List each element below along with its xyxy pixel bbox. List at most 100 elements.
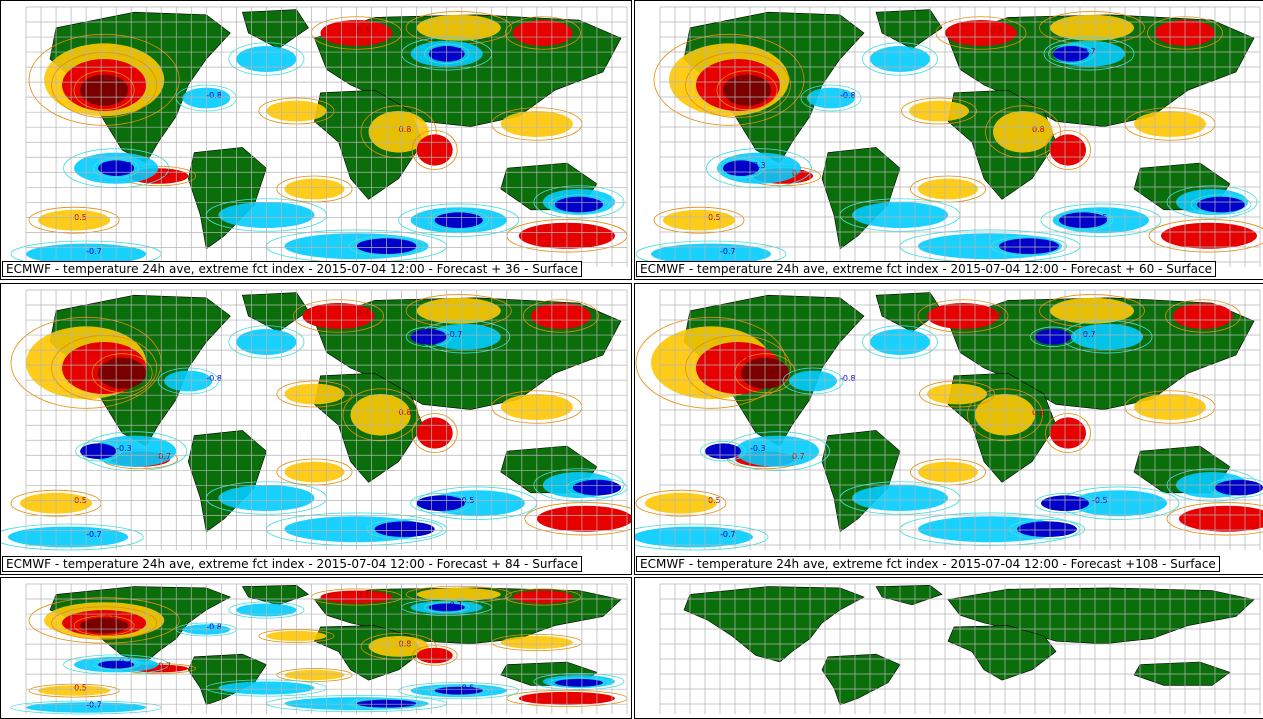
map-panel-partial-left: 0.5 0.3 0.8 0.7 0.5 -0.7 -0.3 -0.5 -0.8 -0.7: [0, 577, 632, 719]
map-caption-forecast-36: ECMWF - temperature 24h ave, extreme fct…: [2, 261, 582, 277]
contour-line: [75, 441, 122, 462]
warm-anomaly-region: [918, 178, 978, 200]
contour-line: [411, 413, 458, 453]
contour-line: [522, 299, 599, 333]
contour-value-label: -0.7: [1080, 47, 1096, 56]
contour-line: [398, 682, 520, 700]
contour-value-label: 0.5: [738, 73, 751, 82]
contour-value-label: -0.3: [116, 161, 132, 170]
contour-value-label: 0.5: [104, 613, 117, 622]
contour-line: [91, 353, 153, 394]
warm-anomaly-region: [416, 647, 453, 664]
warm-anomaly-region: [927, 303, 999, 329]
contour-line: [28, 33, 180, 126]
warm-anomaly-region: [416, 417, 453, 449]
contour-value-label: -0.7: [447, 330, 463, 339]
contour-line: [653, 33, 805, 126]
contour-value-label: -0.8: [840, 374, 856, 383]
cold-anomaly-region: [999, 238, 1059, 254]
lat-lon-grid: [659, 6, 1261, 267]
map-panel-forecast-84: 0.5 0.3 0.8 0.7 0.5 -0.7 -0.3 -0.5 -0.8 -0.7 ECMW…: [0, 283, 632, 575]
landmass: [241, 292, 309, 332]
map-caption-forecast-108: ECMWF - temperature 24h ave, extreme fct…: [636, 556, 1220, 572]
warm-anomaly-region: [416, 134, 453, 166]
contour-line: [635, 489, 727, 517]
warm-anomaly-region: [284, 178, 345, 200]
contour-value-label: -0.3: [116, 444, 132, 453]
contour-value-label: 0.3: [357, 26, 370, 35]
warm-anomaly-region: [416, 587, 501, 601]
contour-line: [1148, 219, 1263, 253]
landmass: [187, 653, 267, 706]
contour-value-label: 0.3: [990, 26, 1003, 35]
contour-line: [1009, 519, 1085, 540]
cold-anomaly-region: [789, 370, 837, 392]
contour-line: [800, 84, 862, 112]
contour-value-label: 0.5: [104, 356, 117, 365]
contour-value-label: 0.7: [158, 169, 171, 178]
contour-line: [548, 677, 610, 689]
cold-anomaly-region: [554, 678, 603, 687]
contour-value-label: 0.5: [738, 356, 751, 365]
contour-value-label: 0.8: [1032, 408, 1045, 417]
warm-anomaly-region: [530, 303, 591, 329]
contour-value-label: -0.7: [447, 47, 463, 56]
contour-line: [635, 523, 769, 551]
contour-line: [342, 388, 419, 442]
warm-anomaly-region: [1050, 134, 1086, 166]
contour-line: [1052, 210, 1114, 231]
contour-value-label: -0.7: [86, 530, 102, 539]
cold-anomaly-region: [1197, 196, 1245, 213]
warm-anomaly-region: [918, 461, 978, 483]
contour-value-label: -0.5: [459, 496, 475, 505]
contour-line: [504, 588, 581, 606]
landmass: [241, 584, 310, 606]
contour-line: [716, 70, 778, 111]
contour-line: [276, 668, 353, 682]
contour-line: [1045, 413, 1091, 453]
contour-value-label: 0.7: [792, 169, 805, 178]
lat-lon-grid: [659, 583, 1261, 714]
contour-value-label: -0.5: [1092, 496, 1108, 505]
contour-line: [504, 16, 581, 50]
contour-line: [293, 299, 384, 333]
map-panel-forecast-36: 0.5 0.3 0.8 0.7 0.5 -0.7 -0.3 -0.5 -0.8 -0.7 ECMW…: [0, 0, 632, 280]
cold-anomaly-region: [807, 87, 855, 109]
contour-line: [157, 367, 219, 395]
cold-anomaly-region: [1017, 521, 1077, 537]
contour-line: [411, 130, 458, 170]
contour-line: [1045, 130, 1091, 170]
warm-anomaly-region: [512, 590, 573, 604]
lat-lon-grid: [25, 6, 628, 267]
cold-anomaly-region: [410, 329, 447, 345]
map-caption-forecast-84: ECMWF - temperature 24h ave, extreme fct…: [2, 556, 582, 572]
lat-lon-grid: [25, 289, 628, 550]
contour-line: [706, 148, 812, 189]
contour-value-label: -0.8: [206, 623, 222, 632]
contour-value-label: 0.5: [74, 496, 87, 505]
landmass: [821, 147, 901, 250]
contour-line: [73, 70, 135, 111]
contour-line: [360, 105, 437, 159]
contour-line: [1165, 299, 1241, 333]
warm-anomaly-region: [1050, 297, 1134, 324]
contour-line: [1040, 203, 1162, 237]
contour-line: [28, 683, 120, 698]
landmass: [187, 430, 267, 533]
landmass: [821, 430, 901, 533]
map-panel-partial-right: [634, 577, 1263, 719]
contour-value-label: 0.7: [158, 662, 171, 671]
contour-value-label: -0.3: [116, 658, 132, 667]
landmass: [875, 292, 943, 332]
contour-value-label: -0.7: [1080, 330, 1096, 339]
contour-line: [653, 206, 745, 234]
cold-anomaly-region: [554, 196, 603, 213]
contour-line: [51, 52, 158, 118]
contour-line: [411, 645, 458, 666]
contour-value-label: -0.7: [86, 247, 102, 256]
warm-anomaly-region: [945, 20, 1017, 46]
contour-value-label: 0.8: [1032, 125, 1045, 134]
warm-anomaly-region: [416, 297, 501, 324]
contour-line: [919, 380, 995, 408]
contour-value-label: -0.7: [720, 530, 736, 539]
